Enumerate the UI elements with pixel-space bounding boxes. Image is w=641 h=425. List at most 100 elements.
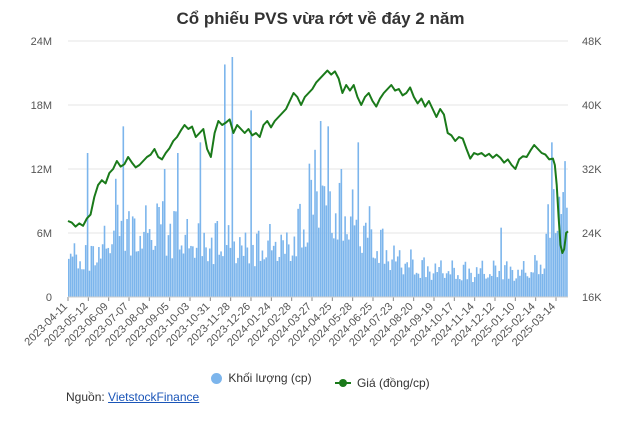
volume-bar — [430, 279, 433, 297]
volume-bar — [472, 282, 474, 297]
volume-bar — [184, 234, 187, 297]
volume-bar — [222, 256, 224, 297]
volume-bar — [545, 233, 548, 297]
volume-bar — [434, 263, 437, 297]
volume-bar — [483, 273, 486, 297]
volume-bar — [457, 275, 459, 297]
legend-item-volume[interactable]: Khối lượng (cp) — [211, 371, 312, 385]
volume-bar — [415, 272, 418, 297]
volume-bar — [207, 261, 209, 297]
volume-bar — [462, 264, 465, 297]
volume-bar — [114, 178, 117, 297]
volume-bar — [419, 277, 422, 297]
volume-bar — [197, 223, 200, 297]
volume-bar — [504, 265, 506, 297]
volume-bar — [280, 234, 283, 297]
volume-bar — [248, 263, 251, 297]
volume-bar — [554, 233, 557, 297]
volume-bar — [124, 250, 126, 297]
volume-bar — [447, 271, 450, 297]
y-left-tick-label: 6M — [37, 228, 52, 240]
volume-bar — [160, 224, 162, 297]
volume-bar — [475, 267, 478, 297]
source-link[interactable]: VietstockFinance — [108, 390, 200, 404]
volume-bar — [408, 267, 410, 297]
y-right-tick-label: 32K — [582, 164, 602, 176]
volume-bar — [509, 266, 512, 297]
legend-item-price[interactable]: Giá (đồng/cp) — [334, 376, 430, 390]
volume-bar — [152, 249, 155, 297]
volume-bar — [314, 149, 316, 297]
volume-bar — [242, 255, 245, 297]
volume-bar — [551, 142, 553, 297]
volume-bar — [156, 203, 158, 297]
volume-bar — [199, 142, 202, 297]
volume-bar — [141, 248, 143, 297]
volume-bar — [244, 232, 247, 297]
volume-bar — [293, 236, 296, 297]
volume-bar — [195, 247, 198, 297]
volume-bar — [413, 274, 416, 297]
volume-bar — [173, 211, 175, 297]
volume-bar — [120, 220, 123, 297]
volume-bar — [139, 235, 142, 297]
volume-bar — [400, 267, 403, 297]
volume-bar — [233, 241, 236, 297]
y-right-tick-label: 40K — [582, 100, 602, 112]
volume-bar — [411, 259, 414, 297]
volume-bar — [94, 265, 96, 297]
volume-bar — [361, 252, 363, 297]
volume-bar — [398, 250, 401, 297]
volume-bar — [460, 280, 463, 297]
volume-bar — [77, 268, 79, 297]
volume-bar — [489, 274, 491, 297]
volume-bar — [404, 263, 407, 297]
volume-bar — [131, 216, 134, 297]
volume-bar — [349, 216, 352, 297]
volume-bar — [111, 244, 113, 297]
volume-bar — [212, 264, 215, 297]
volume-bar — [481, 260, 484, 297]
volume-bar — [240, 245, 243, 297]
volume-bar — [432, 273, 435, 297]
volume-bar — [316, 191, 318, 297]
volume-bar — [163, 169, 166, 297]
volume-bar — [210, 237, 213, 297]
volume-bar — [496, 277, 499, 297]
volume-bar — [306, 242, 309, 297]
source-line: Nguồn: VietstockFinance — [66, 390, 199, 404]
volume-bar — [334, 213, 337, 297]
volume-bar — [421, 260, 423, 297]
volume-bar — [500, 227, 502, 297]
volume-bar — [517, 269, 519, 297]
volume-bar — [252, 244, 254, 297]
volume-bar — [178, 249, 181, 297]
y-right-tick-label: 16K — [582, 292, 602, 304]
volume-bar — [464, 261, 467, 297]
volume-bar — [474, 277, 476, 297]
volume-bar — [103, 225, 106, 297]
y-left-tick-label: 24M — [31, 36, 52, 48]
volume-bar — [265, 257, 267, 297]
volume-bar — [299, 203, 301, 297]
volume-bar — [479, 268, 482, 297]
volume-bar — [423, 257, 425, 297]
volume-bar — [257, 230, 260, 297]
price-line — [67, 69, 569, 254]
volume-bar — [214, 223, 217, 297]
volume-bar — [410, 249, 412, 297]
volume-bar — [380, 229, 382, 297]
volume-bar — [357, 142, 360, 297]
volume-bar — [225, 245, 228, 297]
volume-bar — [494, 265, 497, 297]
volume-bar — [389, 270, 392, 297]
volume-bar — [344, 216, 346, 297]
volume-bar — [203, 232, 205, 297]
volume-bar — [150, 239, 153, 297]
volume-bar — [558, 196, 561, 297]
volume-bar — [276, 260, 279, 297]
volume-bar — [182, 253, 185, 297]
volume-bar — [566, 207, 568, 297]
volume-bar — [505, 261, 508, 297]
volume-bar — [372, 257, 375, 297]
